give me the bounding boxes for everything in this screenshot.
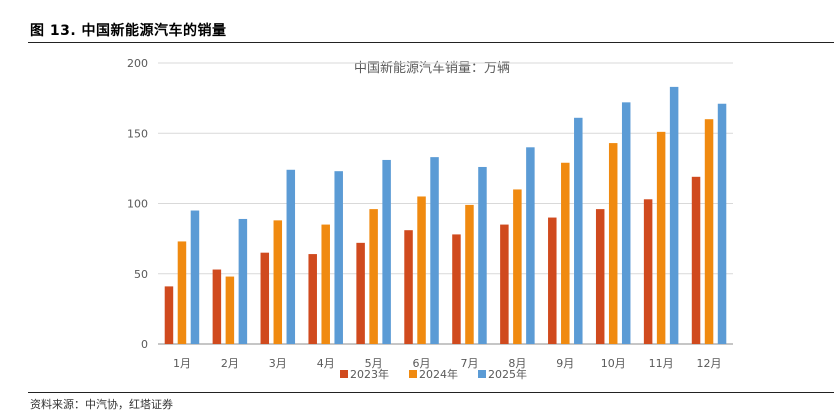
bar-2025年-7月 bbox=[478, 166, 487, 344]
bar-2023年-5月 bbox=[356, 242, 365, 344]
bar-2023年-4月 bbox=[308, 254, 317, 344]
bar-2025年-4月 bbox=[334, 171, 343, 344]
x-tick-label: 1月 bbox=[173, 357, 191, 370]
bar-2025年-6月 bbox=[430, 157, 439, 344]
legend-swatch bbox=[340, 370, 348, 378]
legend-swatch bbox=[409, 370, 417, 378]
figure-title: 图 13. 中国新能源汽车的销量 bbox=[30, 23, 227, 39]
bar-2024年-10月 bbox=[608, 143, 618, 344]
bar-2023年-12月 bbox=[691, 176, 701, 344]
x-tick-label: 3月 bbox=[269, 357, 287, 370]
bar-2024年-8月 bbox=[513, 189, 522, 344]
bar-2024年-4月 bbox=[321, 224, 330, 344]
bar-2025年-1月 bbox=[190, 210, 200, 344]
bar-2025年-8月 bbox=[526, 147, 535, 344]
legend-label: 2023年 bbox=[350, 367, 389, 381]
bar-2023年-9月 bbox=[548, 217, 557, 344]
top-rule bbox=[28, 42, 834, 43]
bottom-rule bbox=[28, 392, 834, 393]
legend-label: 2025年 bbox=[488, 367, 527, 381]
bar-2024年-12月 bbox=[704, 119, 714, 344]
y-tick-label: 200 bbox=[127, 57, 148, 70]
bars bbox=[164, 86, 727, 345]
bar-2023年-1月 bbox=[164, 286, 174, 344]
bar-2024年-9月 bbox=[561, 162, 570, 344]
bar-2025年-10月 bbox=[621, 102, 631, 344]
bar-2024年-1月 bbox=[177, 241, 187, 344]
y-tick-label: 100 bbox=[127, 198, 148, 211]
x-tick-label: 9月 bbox=[556, 357, 574, 370]
y-tick-label: 50 bbox=[134, 268, 148, 281]
x-tick-label: 4月 bbox=[317, 357, 335, 370]
bar-2024年-2月 bbox=[225, 276, 235, 344]
chart-title: 中国新能源汽车销量：万辆 bbox=[354, 60, 510, 76]
legend-swatch bbox=[478, 370, 486, 378]
legend: 2023年 2024年 2025年 bbox=[340, 367, 527, 381]
source-note: 资料来源：中汽协，红塔证券 bbox=[30, 398, 173, 411]
bar-2024年-6月 bbox=[417, 196, 426, 344]
bar-2024年-5月 bbox=[369, 209, 378, 344]
x-tick-label: 5月 bbox=[365, 357, 383, 370]
x-tick-label: 2月 bbox=[221, 357, 239, 370]
y-tick-label: 150 bbox=[127, 127, 148, 140]
gridlines bbox=[158, 62, 733, 345]
x-tick-label: 12月 bbox=[697, 357, 722, 370]
x-tick-label: 6月 bbox=[413, 357, 431, 370]
bar-2023年-7月 bbox=[452, 234, 461, 344]
bar-2024年-11月 bbox=[656, 131, 666, 344]
bar-2025年-11月 bbox=[669, 86, 679, 344]
bar-2025年-2月 bbox=[238, 218, 248, 344]
x-axis-ticks: 1月 2月 3月 4月 5月 6月 7月 8月 9月 10月 11月 12月 bbox=[173, 357, 722, 370]
bar-2023年-2月 bbox=[212, 269, 222, 344]
bar-2025年-9月 bbox=[574, 117, 583, 344]
x-tick-label: 10月 bbox=[601, 357, 626, 370]
bar-2024年-3月 bbox=[273, 220, 283, 344]
bar-2023年-3月 bbox=[260, 252, 270, 344]
bar-2023年-6月 bbox=[404, 230, 413, 344]
bar-2023年-10月 bbox=[595, 209, 605, 344]
y-axis-ticks: 0 50 100 150 200 bbox=[127, 57, 148, 351]
x-tick-label: 8月 bbox=[508, 357, 526, 370]
bar-2025年-5月 bbox=[382, 159, 391, 344]
x-tick-label: 11月 bbox=[649, 357, 674, 370]
x-tick-label: 7月 bbox=[460, 357, 478, 370]
legend-label: 2024年 bbox=[419, 367, 458, 381]
y-tick-label: 0 bbox=[141, 338, 148, 351]
bar-2023年-11月 bbox=[643, 199, 653, 344]
bar-2025年-3月 bbox=[286, 169, 296, 344]
bar-2024年-7月 bbox=[465, 204, 474, 344]
bar-2025年-12月 bbox=[717, 103, 727, 345]
bar-2023年-8月 bbox=[500, 224, 509, 344]
